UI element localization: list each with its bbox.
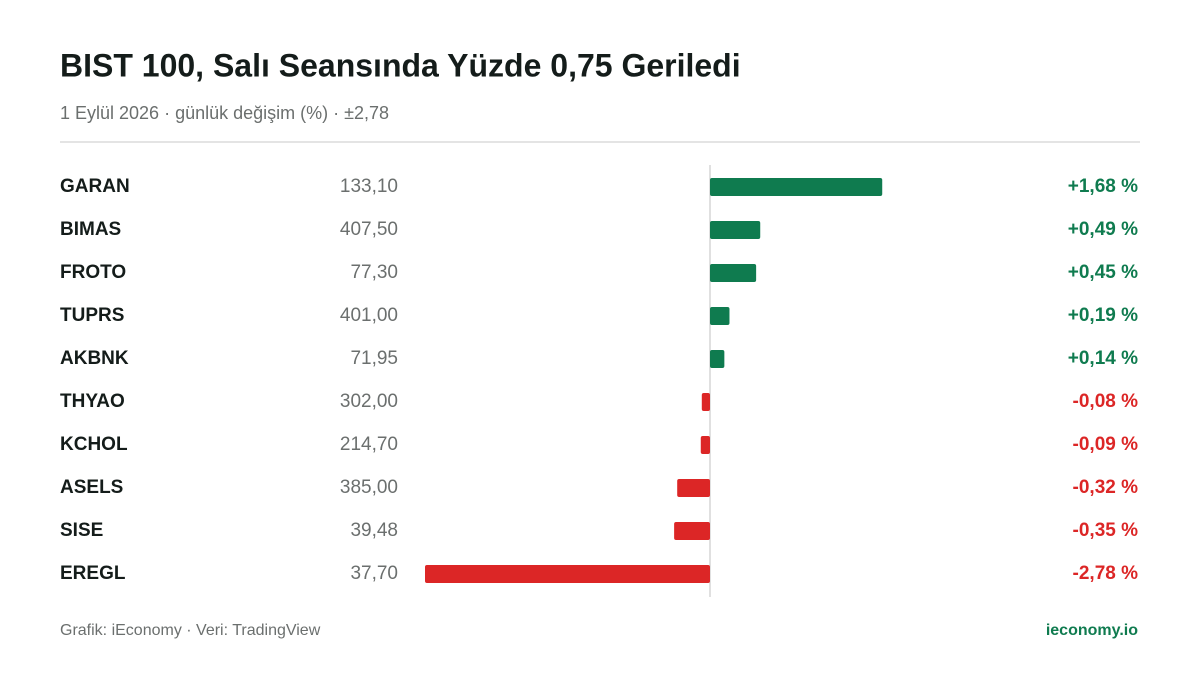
price-label: 401,00 <box>340 305 398 326</box>
price-label: 214,70 <box>340 434 398 455</box>
bar <box>710 264 757 282</box>
value-label: -2,78 % <box>1073 563 1139 584</box>
price-label: 77,30 <box>350 262 398 283</box>
bar <box>701 393 710 411</box>
bar <box>700 436 710 454</box>
category-label: KCHOL <box>60 434 128 455</box>
chart-subtitle: 1 Eylül 2026 · günlük değişim (%) · ±2,7… <box>60 103 389 123</box>
value-label: -0,09 % <box>1073 434 1139 455</box>
value-label: -0,08 % <box>1073 391 1139 412</box>
category-label: ASELS <box>60 477 123 498</box>
price-label: 302,00 <box>340 391 398 412</box>
category-label: FROTO <box>60 262 126 283</box>
price-label: 407,50 <box>340 219 398 240</box>
footer-brand: ieconomy.io <box>1046 622 1138 639</box>
chart-title: BIST 100, Salı Seansında Yüzde 0,75 Geri… <box>60 47 741 83</box>
category-label: THYAO <box>60 391 125 412</box>
bar <box>677 479 710 497</box>
value-label: +1,68 % <box>1068 176 1138 197</box>
bar <box>710 221 761 239</box>
bar <box>425 565 710 583</box>
bar <box>710 307 730 325</box>
category-label: GARAN <box>60 176 130 197</box>
category-label: TUPRS <box>60 305 124 326</box>
category-label: AKBNK <box>60 348 129 369</box>
price-label: 71,95 <box>350 348 398 369</box>
price-label: 385,00 <box>340 477 398 498</box>
value-label: +0,14 % <box>1068 348 1138 369</box>
bar <box>710 178 883 196</box>
category-label: SISE <box>60 520 103 541</box>
value-label: -0,35 % <box>1073 520 1139 541</box>
value-label: -0,32 % <box>1073 477 1139 498</box>
category-label: EREGL <box>60 563 126 584</box>
category-label: BIMAS <box>60 219 121 240</box>
price-label: 39,48 <box>350 520 398 541</box>
bar <box>674 522 710 540</box>
value-label: +0,49 % <box>1068 219 1138 240</box>
footer-source: Grafik: iEconomy · Veri: TradingView <box>60 622 321 639</box>
price-label: 133,10 <box>340 176 398 197</box>
bar <box>710 350 725 368</box>
value-label: +0,19 % <box>1068 305 1138 326</box>
value-label: +0,45 % <box>1068 262 1138 283</box>
price-label: 37,70 <box>350 563 398 584</box>
